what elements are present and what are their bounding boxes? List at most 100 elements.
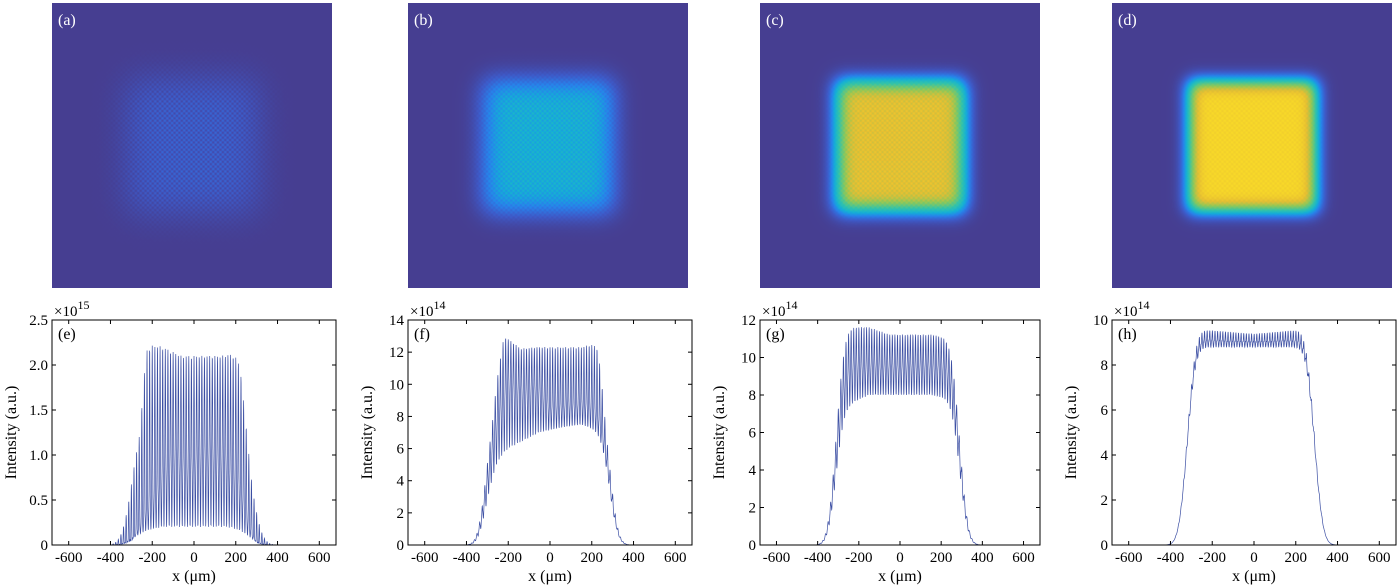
y-tick-label: 12: [741, 313, 756, 329]
y-tick-label: 6: [397, 442, 405, 458]
y-multiplier: ×1015: [54, 298, 89, 320]
x-tick-label: -400: [804, 550, 832, 566]
y-tick-label: 2.0: [29, 358, 48, 374]
y-tick-label: 2: [1101, 493, 1109, 509]
x-tick-label: 0: [896, 550, 904, 566]
y-tick-label: 4: [397, 474, 405, 490]
y-tick-label: 0: [397, 538, 405, 554]
x-tick-label: 400: [266, 550, 289, 566]
panel-label: (e): [58, 326, 76, 343]
x-tick-label: 600: [1368, 550, 1391, 566]
profile-plot-h: -600 -400 -200 0 200 400 600 0 2 4 6 8 10 x (μm) Inten…: [1063, 298, 1397, 585]
x-tick-label: 400: [971, 550, 994, 566]
axes-frame: [759, 319, 1041, 546]
y-tick-label: 0: [749, 538, 757, 554]
y-tick-label: 10: [741, 351, 756, 367]
intensity-image: [1112, 3, 1392, 288]
y-multiplier-exponent: 14: [433, 298, 445, 312]
x-tick-label: 200: [581, 550, 604, 566]
y-multiplier-base: ×10: [54, 304, 77, 320]
y-tick-label: 2.5: [29, 313, 48, 329]
y-axis-label: Intensity (a.u.): [1063, 386, 1080, 480]
panel-label: (f): [414, 326, 430, 343]
y-tick-label: 0.5: [29, 493, 48, 509]
intensity-profile-line: [1112, 330, 1396, 545]
y-tick-label: 6: [749, 426, 757, 442]
axes-frame: [51, 319, 337, 546]
intensity-map-d: (d): [1112, 3, 1392, 288]
y-multiplier-base: ×10: [410, 304, 433, 320]
intensity-map-b: (b): [408, 3, 688, 288]
y-tick-label: 12: [389, 345, 404, 361]
y-axis-label: Intensity (a.u.): [3, 386, 20, 480]
y-tick-label: 8: [1101, 358, 1109, 374]
y-multiplier: ×1014: [1114, 298, 1149, 320]
y-multiplier: ×1014: [762, 298, 797, 320]
intensity-profile-line: [52, 345, 336, 545]
y-tick-label: 4: [749, 463, 757, 479]
panel-label: (g): [766, 326, 785, 343]
axes-frame: [1111, 319, 1397, 546]
x-tick-label: 0: [546, 550, 554, 566]
y-tick-label: 8: [397, 409, 405, 425]
y-tick-label: 10: [1093, 313, 1108, 329]
y-tick-label: 1.0: [29, 448, 48, 464]
intensity-profile-line: [408, 338, 692, 545]
profile-plot-e: -600 -400 -200 0 200 400 600 0 0.5 1.0 1.5 2.0 2.5 x …: [3, 298, 337, 585]
y-multiplier-exponent: 15: [77, 298, 89, 312]
y-tick-label: 6: [1101, 403, 1109, 419]
x-tick-label: -400: [1157, 550, 1185, 566]
intensity-map-a: (a): [52, 3, 332, 288]
x-tick-label: -400: [453, 550, 481, 566]
y-tick-label: 1.5: [29, 403, 48, 419]
x-tick-label: 200: [1285, 550, 1308, 566]
y-tick-label: 0: [41, 538, 49, 554]
profile-plot-g: -600 -400 -200 0 200 400 600 0 2 4 6 8 10 12 x (μm) Int…: [711, 298, 1041, 585]
x-tick-label: -600: [763, 550, 791, 566]
y-multiplier-base: ×10: [762, 304, 785, 320]
y-axis-label: Intensity (a.u.): [711, 386, 728, 480]
y-multiplier: ×1014: [410, 298, 445, 320]
x-tick-label: -600: [55, 550, 83, 566]
y-multiplier-exponent: 14: [1137, 298, 1149, 312]
x-tick-label: 600: [664, 550, 687, 566]
profile-plot-f: -600 -400 -200 0 200 400 600 0 2 4 6 8 10 12 14 x (μm) I…: [359, 298, 693, 585]
x-tick-label: -200: [845, 550, 873, 566]
x-tick-label: 0: [190, 550, 198, 566]
x-axis-label: x (μm): [878, 568, 922, 585]
x-axis-label: x (μm): [528, 568, 572, 585]
y-tick-label: 0: [1101, 538, 1109, 554]
x-tick-label: -600: [411, 550, 439, 566]
x-tick-label: 600: [308, 550, 331, 566]
x-tick-label: -200: [138, 550, 166, 566]
x-tick-label: 400: [622, 550, 645, 566]
x-axis-label: x (μm): [1232, 568, 1276, 585]
y-tick-label: 10: [389, 377, 404, 393]
x-axis-label: x (μm): [172, 568, 216, 585]
y-tick-label: 8: [749, 388, 757, 404]
y-tick-label: 4: [1101, 448, 1109, 464]
x-tick-label: 400: [1326, 550, 1349, 566]
y-multiplier-exponent: 14: [785, 298, 797, 312]
x-tick-label: -200: [494, 550, 522, 566]
y-multiplier-base: ×10: [1114, 304, 1137, 320]
intensity-map-c: (c): [760, 3, 1040, 288]
panel-label: (c): [766, 12, 784, 29]
x-tick-label: -600: [1115, 550, 1143, 566]
y-tick-label: 14: [389, 313, 405, 329]
intensity-image: [760, 3, 1040, 288]
panel-label: (h): [1118, 326, 1137, 343]
intensity-image: [52, 3, 332, 288]
panel-label: (d): [1118, 12, 1137, 29]
intensity-profile-line: [760, 327, 1040, 545]
x-tick-label: 0: [1250, 550, 1258, 566]
y-tick-label: 2: [749, 501, 757, 517]
x-tick-label: 600: [1012, 550, 1035, 566]
panel-label: (b): [414, 12, 433, 29]
x-tick-label: 200: [930, 550, 953, 566]
y-tick-label: 2: [397, 506, 405, 522]
x-tick-label: -200: [1198, 550, 1226, 566]
panel-label: (a): [58, 12, 76, 29]
x-tick-label: -400: [97, 550, 125, 566]
